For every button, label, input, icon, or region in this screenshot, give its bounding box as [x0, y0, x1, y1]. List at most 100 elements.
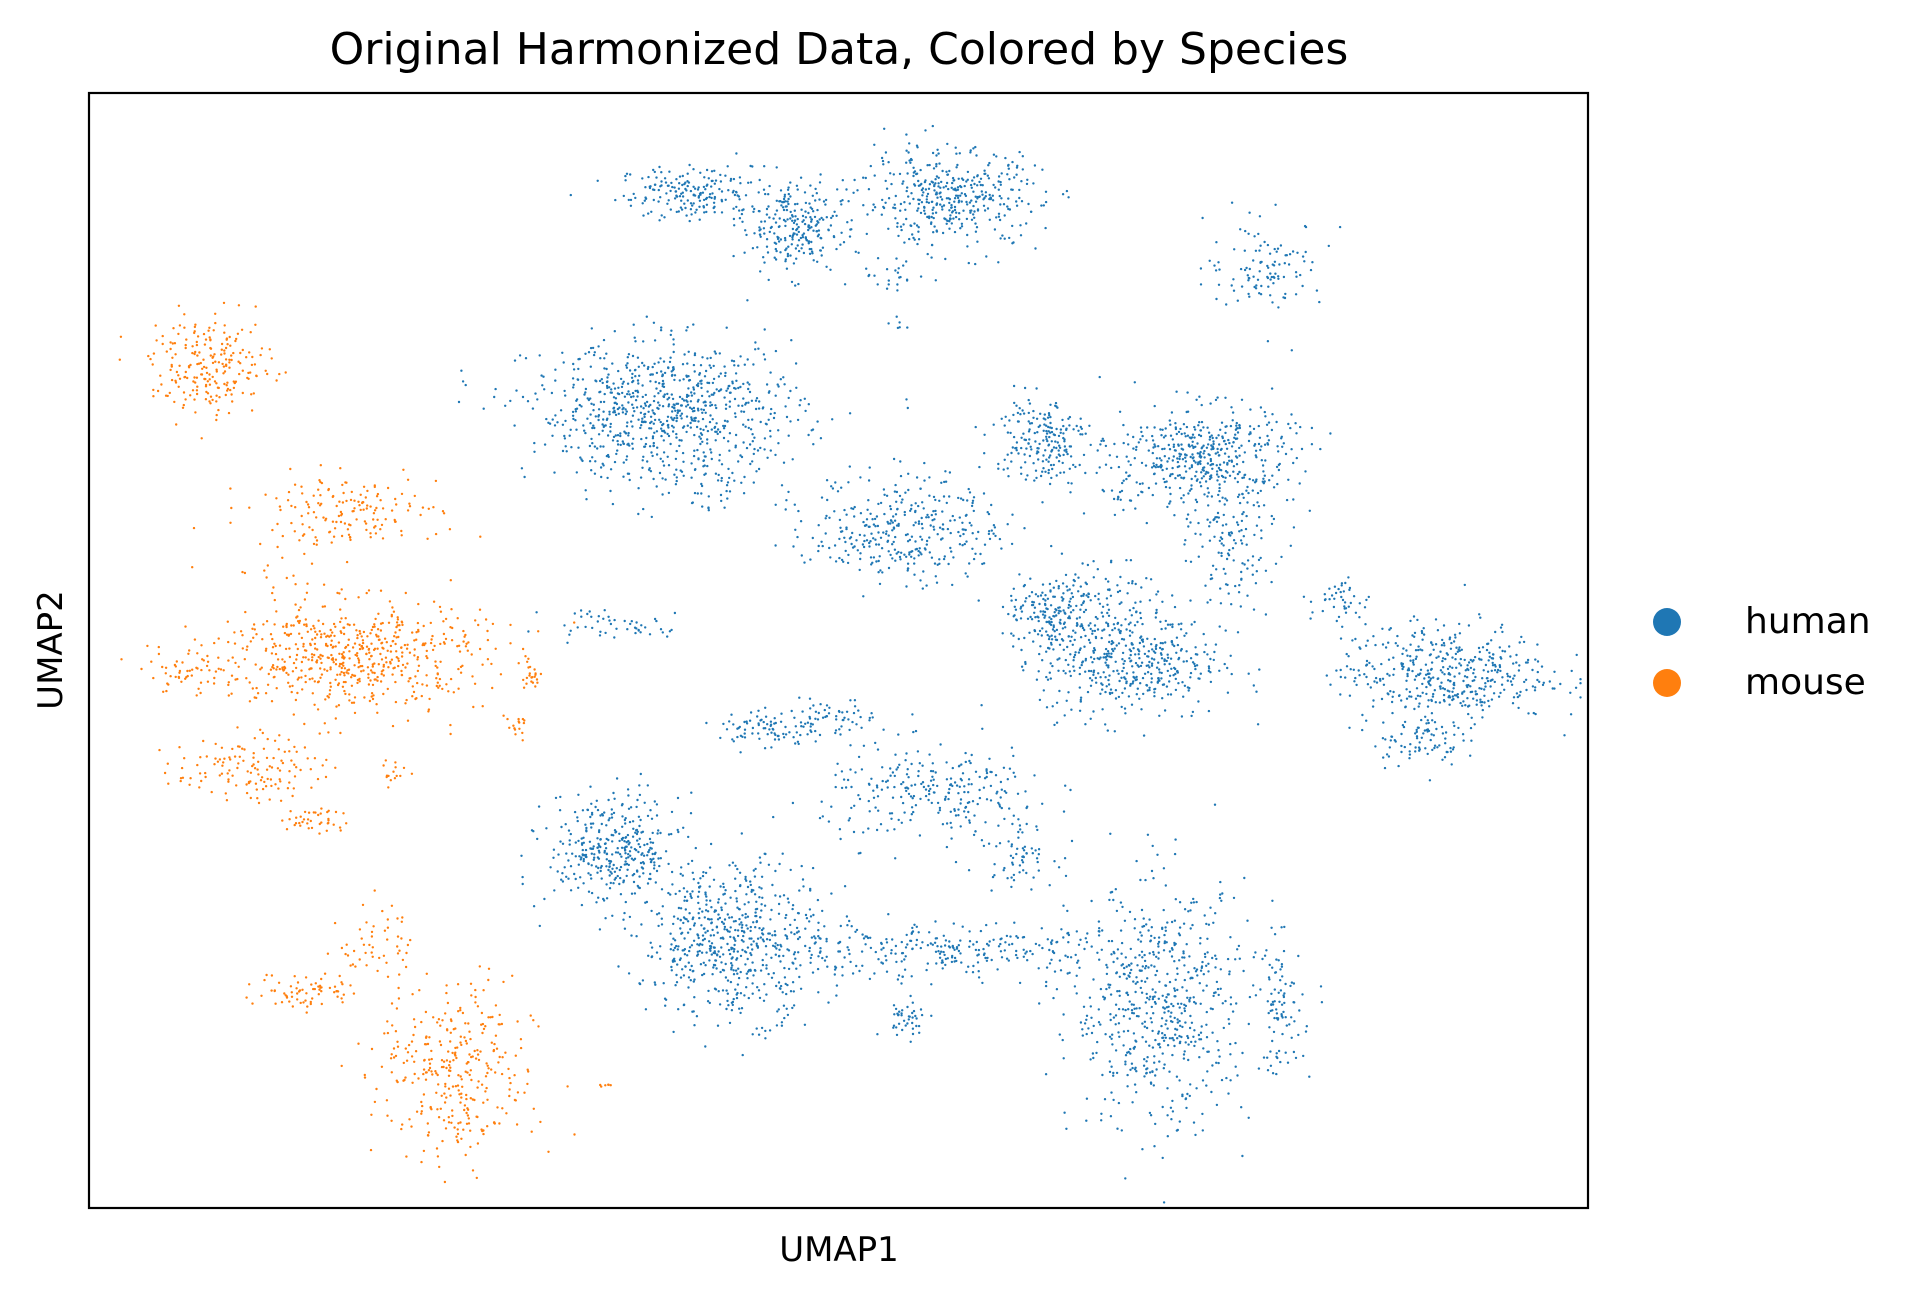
point-human	[763, 448, 766, 451]
point-human	[640, 437, 643, 441]
point-human	[900, 501, 903, 504]
point-human	[627, 198, 630, 202]
point-human	[978, 195, 981, 198]
point-human	[973, 182, 976, 186]
point-human	[732, 217, 736, 221]
point-human	[667, 396, 671, 399]
point-human	[1400, 662, 1403, 665]
point-human	[1202, 475, 1206, 478]
point-human	[584, 387, 588, 391]
point-human	[1339, 668, 1342, 672]
point-human	[1078, 616, 1082, 619]
point-human	[690, 213, 693, 216]
point-human	[1175, 390, 1178, 393]
point-human	[1453, 733, 1456, 736]
point-human	[647, 212, 650, 215]
point-human	[1259, 556, 1262, 560]
point-human	[1129, 653, 1132, 657]
point-human	[841, 530, 844, 533]
point-human	[787, 396, 790, 400]
point-human	[1050, 449, 1053, 453]
point-human	[1122, 441, 1125, 445]
point-human	[899, 474, 903, 478]
point-human	[1474, 693, 1478, 696]
point-human	[1344, 607, 1348, 610]
point-human	[1220, 474, 1224, 478]
point-human	[986, 511, 989, 514]
point-human	[879, 569, 882, 572]
point-human	[629, 173, 632, 176]
point-human	[1481, 646, 1485, 649]
point-human	[657, 392, 660, 395]
point-human	[1419, 695, 1422, 698]
point-human	[759, 420, 762, 424]
point-human	[997, 215, 1001, 218]
point-human	[1389, 690, 1392, 693]
point-human	[1522, 640, 1526, 644]
point-human	[1170, 667, 1173, 670]
point-human	[1080, 427, 1084, 430]
point-human	[998, 803, 1001, 806]
point-human	[775, 209, 779, 212]
point-human	[1128, 634, 1132, 637]
point-human	[1258, 270, 1261, 273]
point-human	[1498, 646, 1502, 649]
point-human	[583, 429, 586, 432]
point-human	[707, 177, 710, 180]
point-human	[1396, 644, 1399, 647]
point-human	[602, 410, 605, 413]
point-human	[608, 619, 611, 622]
point-human	[911, 713, 914, 716]
point-human	[1099, 656, 1102, 659]
point-human	[1381, 677, 1385, 680]
point-human	[1145, 664, 1148, 667]
point-human	[646, 460, 649, 463]
point-human	[974, 230, 978, 233]
point-human	[917, 179, 920, 183]
point-human	[1246, 559, 1250, 562]
point-human	[744, 425, 747, 428]
point-human	[1108, 454, 1112, 457]
point-human	[744, 229, 747, 232]
point-human	[887, 550, 890, 553]
point-human	[1163, 455, 1167, 458]
point-human	[820, 540, 823, 543]
point-human	[815, 223, 818, 226]
point-human	[939, 195, 942, 199]
point-human	[706, 357, 709, 360]
point-human	[1259, 448, 1262, 452]
point-human	[938, 806, 942, 810]
point-human	[1049, 431, 1052, 434]
point-human	[859, 715, 862, 719]
point-human	[872, 523, 876, 526]
point-human	[616, 443, 620, 446]
point-human	[625, 364, 628, 367]
point-human	[637, 815, 641, 818]
point-human	[1224, 572, 1227, 575]
point-human	[1198, 481, 1202, 484]
point-human	[1036, 431, 1039, 434]
point-human	[1215, 241, 1218, 244]
point-human	[607, 798, 610, 802]
point-human	[710, 403, 714, 407]
point-human	[1168, 680, 1171, 683]
point-human	[1000, 197, 1003, 200]
point-human	[1103, 652, 1106, 656]
point-human	[860, 726, 863, 729]
point-human	[738, 725, 741, 729]
point-human	[992, 183, 995, 187]
point-human	[725, 326, 728, 329]
point-human	[1098, 466, 1101, 469]
point-human	[905, 555, 908, 558]
point-human	[1440, 681, 1443, 684]
point-human	[919, 487, 922, 490]
point-human	[548, 422, 552, 425]
point-human	[1374, 676, 1378, 680]
point-human	[1052, 624, 1055, 627]
point-human	[1420, 631, 1424, 635]
point-human	[1041, 613, 1045, 616]
point-human	[908, 553, 911, 556]
point-human	[1207, 667, 1211, 670]
point-human	[1129, 463, 1132, 467]
point-human	[704, 400, 707, 404]
